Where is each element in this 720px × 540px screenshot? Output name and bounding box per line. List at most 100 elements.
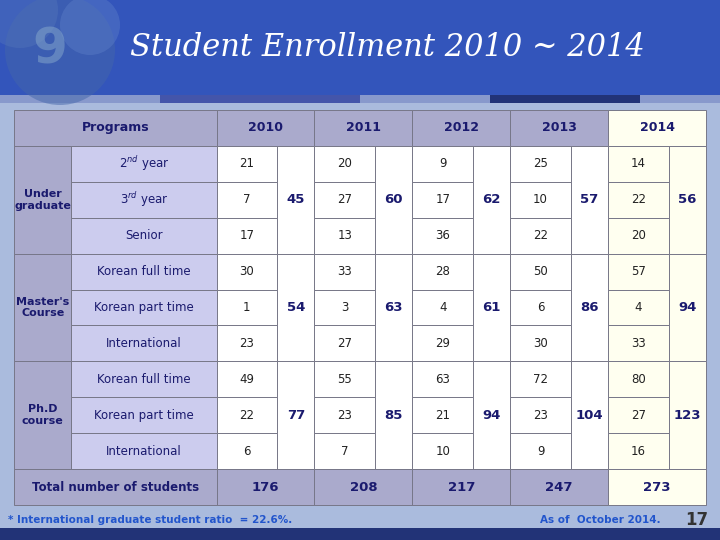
Text: 22: 22 — [240, 409, 254, 422]
Bar — [608, 469, 706, 505]
Bar — [71, 146, 217, 182]
Bar — [0, 95, 720, 103]
Bar — [669, 146, 706, 254]
Text: 9: 9 — [439, 157, 446, 170]
Text: 2011: 2011 — [346, 122, 381, 134]
Text: 61: 61 — [482, 301, 501, 314]
Text: Korean full time: Korean full time — [97, 373, 191, 386]
Text: 50: 50 — [534, 265, 548, 278]
Text: 21: 21 — [435, 409, 450, 422]
Bar — [413, 326, 473, 361]
Text: 27: 27 — [337, 337, 352, 350]
Bar — [413, 433, 473, 469]
Text: International: International — [106, 337, 182, 350]
Text: 22: 22 — [631, 193, 646, 206]
Bar — [413, 361, 473, 397]
Bar — [571, 146, 608, 254]
Bar — [608, 289, 669, 326]
Text: 9: 9 — [537, 444, 544, 457]
Text: 63: 63 — [384, 301, 403, 314]
Bar — [315, 110, 413, 146]
Bar — [510, 254, 571, 289]
Bar — [14, 146, 71, 254]
Text: 21: 21 — [240, 157, 254, 170]
Text: 54: 54 — [287, 301, 305, 314]
Bar — [375, 254, 413, 361]
Bar — [608, 254, 669, 289]
Text: 208: 208 — [350, 481, 377, 494]
Bar — [413, 146, 473, 182]
Bar — [71, 218, 217, 254]
Text: 176: 176 — [252, 481, 279, 494]
Bar — [71, 326, 217, 361]
Text: 45: 45 — [287, 193, 305, 206]
Text: 104: 104 — [576, 409, 603, 422]
Bar — [669, 254, 706, 361]
Text: 57: 57 — [580, 193, 598, 206]
Bar — [277, 361, 315, 469]
Text: Korean full time: Korean full time — [97, 265, 191, 278]
Text: 1: 1 — [243, 301, 251, 314]
Bar — [217, 361, 277, 397]
Bar — [315, 289, 375, 326]
Bar — [571, 254, 608, 361]
Text: 28: 28 — [436, 265, 450, 278]
Bar — [277, 254, 315, 361]
Bar — [217, 182, 277, 218]
Bar — [71, 182, 217, 218]
Text: 86: 86 — [580, 301, 599, 314]
Text: * International graduate student ratio  = 22.6%.: * International graduate student ratio =… — [8, 515, 292, 525]
Bar — [510, 110, 608, 146]
Bar — [315, 361, 375, 397]
Bar — [71, 289, 217, 326]
Bar — [413, 218, 473, 254]
Text: 2013: 2013 — [541, 122, 577, 134]
Text: 2012: 2012 — [444, 122, 479, 134]
Text: 7: 7 — [243, 193, 251, 206]
Bar — [510, 397, 571, 433]
Text: Korean part time: Korean part time — [94, 301, 194, 314]
Text: Senior: Senior — [125, 229, 163, 242]
Bar — [315, 182, 375, 218]
Bar — [375, 146, 413, 254]
Circle shape — [0, 0, 58, 48]
Text: 2010: 2010 — [248, 122, 283, 134]
Circle shape — [60, 0, 120, 55]
Bar — [14, 469, 217, 505]
Bar — [0, 528, 720, 540]
Text: 16: 16 — [631, 444, 646, 457]
Bar — [71, 254, 217, 289]
Text: 10: 10 — [436, 444, 450, 457]
Text: 6: 6 — [537, 301, 544, 314]
Bar — [217, 254, 277, 289]
Text: 9: 9 — [32, 26, 68, 74]
Bar — [608, 110, 706, 146]
Text: 62: 62 — [482, 193, 501, 206]
Bar — [510, 146, 571, 182]
Text: 85: 85 — [384, 409, 403, 422]
Text: 23: 23 — [240, 337, 254, 350]
Bar — [217, 397, 277, 433]
Text: Master's
Course: Master's Course — [16, 296, 69, 318]
Text: 60: 60 — [384, 193, 403, 206]
Text: 25: 25 — [533, 157, 548, 170]
Bar — [608, 182, 669, 218]
Bar — [217, 289, 277, 326]
Text: 20: 20 — [338, 157, 352, 170]
Bar — [473, 254, 510, 361]
Text: 30: 30 — [534, 337, 548, 350]
Bar — [315, 397, 375, 433]
Text: 55: 55 — [338, 373, 352, 386]
Text: 57: 57 — [631, 265, 646, 278]
Text: Korean part time: Korean part time — [94, 409, 194, 422]
Bar — [413, 469, 510, 505]
Text: Ph.D
course: Ph.D course — [22, 404, 63, 426]
Text: 30: 30 — [240, 265, 254, 278]
Bar — [217, 110, 315, 146]
Bar — [217, 326, 277, 361]
Text: As of  October 2014.: As of October 2014. — [540, 515, 661, 525]
Bar — [608, 326, 669, 361]
Bar — [413, 254, 473, 289]
Bar — [510, 361, 571, 397]
Bar — [608, 146, 669, 182]
